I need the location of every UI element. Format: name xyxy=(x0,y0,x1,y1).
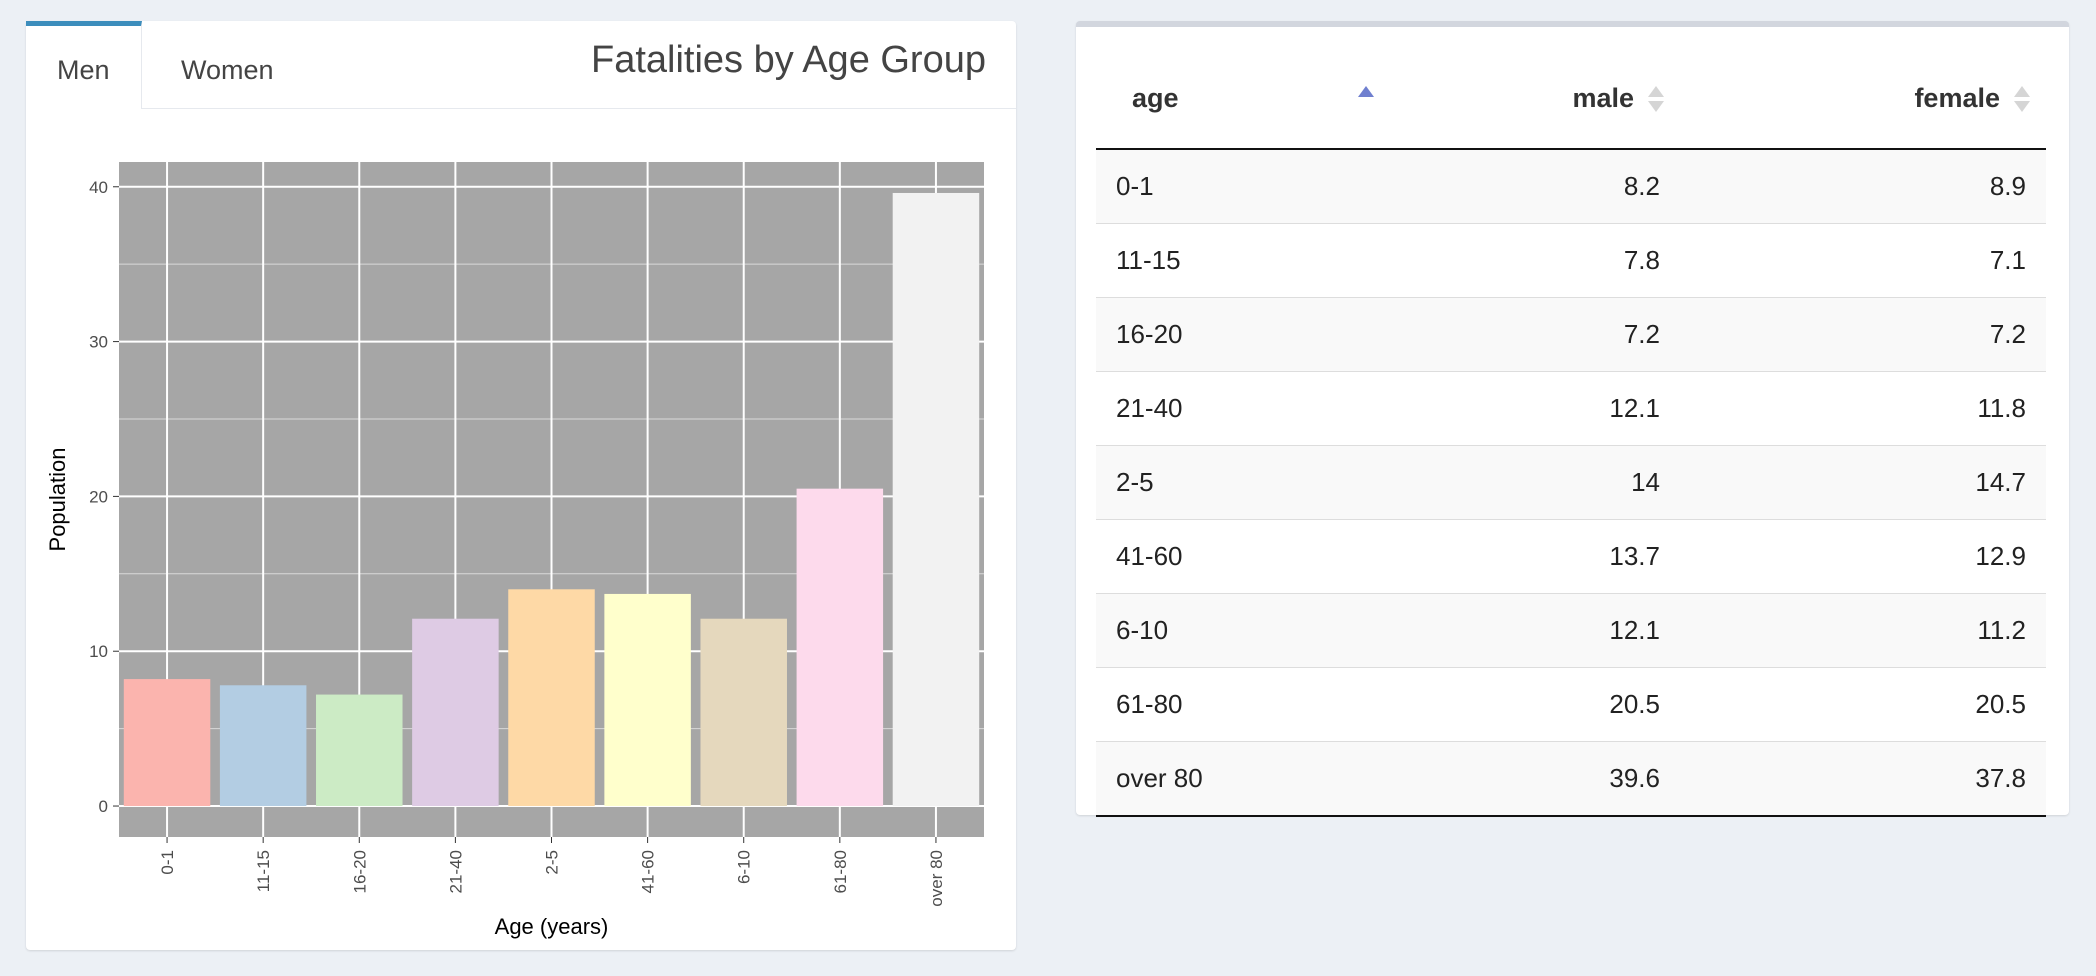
cell-female: 20.5 xyxy=(1680,667,2046,742)
x-tick-label: 61-80 xyxy=(831,850,850,893)
bar-0-1 xyxy=(123,679,211,807)
x-tick-label: 6-10 xyxy=(735,850,754,884)
y-tick-label: 20 xyxy=(89,487,108,506)
bar-16-20 xyxy=(316,694,403,807)
table-row[interactable]: 16-20 7.2 7.2 xyxy=(1096,297,2046,372)
x-tick-label: 41-60 xyxy=(639,850,658,893)
table-box: age male female 0-1 8.2 8.9 11-15 7.8 7.1 16-2… xyxy=(1076,21,2069,817)
bar-11-15 xyxy=(219,685,307,807)
y-axis-title: Population xyxy=(45,448,70,552)
cell-female: 7.1 xyxy=(1680,223,2046,298)
x-tick-label: over 80 xyxy=(927,850,946,907)
tab-women[interactable]: Women xyxy=(181,55,274,85)
cell-age: 61-80 xyxy=(1096,667,1372,742)
cell-age: 21-40 xyxy=(1096,371,1372,446)
x-axis-title: Age (years) xyxy=(495,914,609,939)
sort-both-icon[interactable] xyxy=(2014,86,2030,114)
cell-age: 16-20 xyxy=(1096,297,1372,372)
header-female[interactable]: female xyxy=(1680,49,2046,150)
cell-male: 20.5 xyxy=(1372,667,1680,742)
bar-chart: 0 10 20 30 40 0-1 11-15 16-20 21-40 2-5 41-60 6-10 6… xyxy=(45,162,984,939)
cell-female: 7.2 xyxy=(1680,297,2046,372)
x-tick-label: 21-40 xyxy=(446,850,465,893)
bar-61-80 xyxy=(796,488,884,807)
bar-2-5 xyxy=(508,589,595,807)
cell-age: 2-5 xyxy=(1096,445,1372,520)
cell-male: 7.8 xyxy=(1372,223,1680,298)
table-row[interactable]: 41-60 13.7 12.9 xyxy=(1096,519,2046,594)
box-title: Fatalities by Age Group xyxy=(591,39,986,81)
sort-asc-icon[interactable] xyxy=(1358,86,1374,114)
tab-men[interactable]: Men xyxy=(26,21,142,109)
bar-21-40 xyxy=(412,618,499,807)
header-age[interactable]: age xyxy=(1096,49,1374,150)
table-row[interactable]: 61-80 20.5 20.5 xyxy=(1096,667,2046,742)
cell-age: 11-15 xyxy=(1096,223,1372,298)
table-row[interactable]: 21-40 12.1 11.8 xyxy=(1096,371,2046,446)
x-tick-label: 2-5 xyxy=(543,850,562,875)
cell-male: 13.7 xyxy=(1372,519,1680,594)
table-header-row: age male female xyxy=(1096,49,2046,150)
table-row[interactable]: 6-10 12.1 11.2 xyxy=(1096,593,2046,668)
y-tick-label: 30 xyxy=(89,333,108,352)
cell-female: 8.9 xyxy=(1680,148,2046,224)
data-table: age male female 0-1 8.2 8.9 11-15 7.8 7.1 16-2… xyxy=(1096,49,2046,817)
table-row[interactable]: 2-5 14 14.7 xyxy=(1096,445,2046,520)
cell-age: 41-60 xyxy=(1096,519,1372,594)
header-male-label: male xyxy=(1572,83,1634,113)
tab-bar: Men Women Fatalities by Age Group xyxy=(26,21,1016,109)
y-tick-label: 40 xyxy=(89,178,108,197)
cell-male: 8.2 xyxy=(1372,148,1680,224)
sort-both-icon[interactable] xyxy=(1648,86,1664,114)
y-tick-label: 10 xyxy=(89,642,108,661)
cell-male: 39.6 xyxy=(1372,741,1680,817)
header-male[interactable]: male xyxy=(1372,49,1680,150)
cell-female: 11.2 xyxy=(1680,593,2046,668)
cell-female: 14.7 xyxy=(1680,445,2046,520)
cell-male: 12.1 xyxy=(1372,593,1680,668)
chart-box: Men Women Fatalities by Age Group 0 10 20 3… xyxy=(26,21,1016,950)
cell-male: 12.1 xyxy=(1372,371,1680,446)
table-row[interactable]: 11-15 7.8 7.1 xyxy=(1096,223,2046,298)
header-female-label: female xyxy=(1914,83,2000,113)
cell-male: 7.2 xyxy=(1372,297,1680,372)
bar-over-80 xyxy=(892,192,980,807)
cell-age: 0-1 xyxy=(1096,148,1372,224)
table-row[interactable]: 0-1 8.2 8.9 xyxy=(1096,148,2046,224)
x-tick-label: 11-15 xyxy=(254,850,273,892)
cell-female: 37.8 xyxy=(1680,741,2046,817)
bar-41-60 xyxy=(604,593,691,807)
cell-male: 14 xyxy=(1372,445,1680,520)
cell-age: over 80 xyxy=(1096,741,1372,817)
cell-age: 6-10 xyxy=(1096,593,1372,668)
cell-female: 11.8 xyxy=(1680,371,2046,446)
x-tick-label: 0-1 xyxy=(158,850,177,875)
x-tick-label: 16-20 xyxy=(350,850,369,893)
cell-female: 12.9 xyxy=(1680,519,2046,594)
table-row[interactable]: over 80 39.6 37.8 xyxy=(1096,741,2046,817)
y-tick-label: 0 xyxy=(99,797,108,816)
bar-6-10 xyxy=(700,618,787,807)
header-age-label: age xyxy=(1132,83,1179,113)
